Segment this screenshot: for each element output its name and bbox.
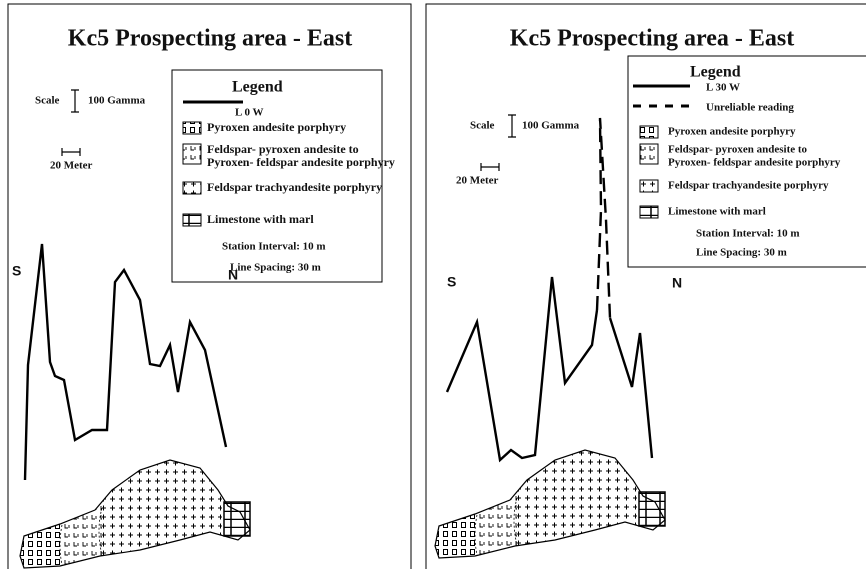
profile-line <box>610 318 652 458</box>
geology-map <box>20 460 250 568</box>
legend-title: Legend <box>690 64 741 81</box>
distance-bar <box>62 148 80 156</box>
legend-line-label: L 0 W <box>235 107 264 119</box>
distance-bar <box>481 163 499 171</box>
panel-title: Kc5 Prospecting area - East <box>68 26 352 52</box>
legend-icon <box>640 180 658 192</box>
legend-title: Legend <box>232 79 283 96</box>
distance-label: 20 Meter <box>456 175 499 187</box>
figure: Kc5 Prospecting area - East Scale 100 Gamm… <box>0 0 866 569</box>
scale-value: 100 Gamma <box>88 95 146 107</box>
legend-item: Limestone with marl <box>668 206 766 218</box>
legend-icon <box>640 126 658 138</box>
south-label: S <box>12 263 21 279</box>
legend-item: Pyroxen- feldspar andesite porphyry <box>207 155 395 169</box>
legend-icon <box>183 214 201 226</box>
legend-icon <box>640 206 658 218</box>
scale-bar <box>71 90 79 112</box>
scale-label: Scale <box>35 95 60 107</box>
legend-item: Feldspar trachyandesite porphyry <box>207 180 382 194</box>
legend-note: Station Interval: 10 m <box>696 228 800 240</box>
legend-item: Limestone with marl <box>207 212 314 226</box>
legend-note: Line Spacing: 30 m <box>230 262 321 274</box>
legend-icon <box>183 182 201 194</box>
geology-map <box>435 450 665 558</box>
legend-item: Feldspar- pyroxen andesite to <box>668 144 808 156</box>
legend-item: Pyroxen andesite porphyry <box>207 120 346 134</box>
panel-title: Kc5 Prospecting area - East <box>510 26 794 52</box>
distance-label: 20 Meter <box>50 160 93 172</box>
legend-icon <box>183 144 201 164</box>
legend-icon <box>183 122 201 134</box>
north-label: N <box>228 267 238 283</box>
legend-icon <box>640 144 658 164</box>
south-label: S <box>447 274 456 290</box>
legend-item: Feldspar- pyroxen andesite to <box>207 142 359 156</box>
scale-label: Scale <box>470 120 495 132</box>
north-label: N <box>672 275 682 291</box>
profile-line <box>447 277 597 460</box>
scale-value: 100 Gamma <box>522 120 580 132</box>
legend-item: Pyroxen- feldspar andesite porphyry <box>668 157 841 169</box>
legend-item: Feldspar trachyandesite porphyry <box>668 180 829 192</box>
legend-line-label: L 30 W <box>706 82 740 94</box>
scale-bar <box>508 115 516 137</box>
legend-line-label: Unreliable reading <box>706 102 794 114</box>
legend-note: Line Spacing: 30 m <box>696 247 787 259</box>
legend-item: Pyroxen andesite porphyry <box>668 126 796 138</box>
profile-line-unreliable <box>597 118 610 318</box>
legend-note: Station Interval: 10 m <box>222 241 326 253</box>
